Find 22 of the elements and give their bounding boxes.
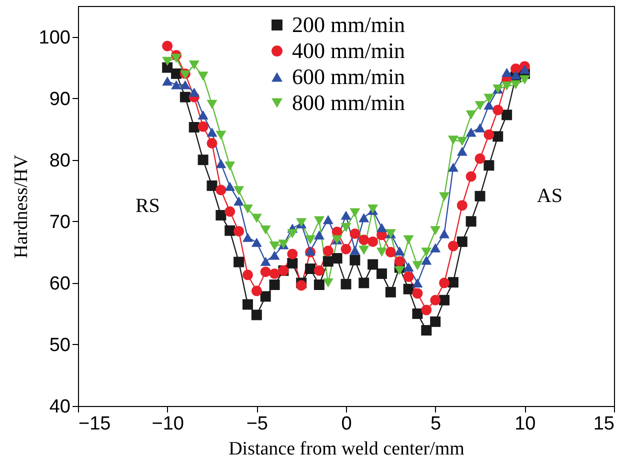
legend-label: 400 mm/min [292, 38, 406, 63]
y-tick-label: 70 [49, 212, 70, 233]
legend-label: 200 mm/min [292, 12, 406, 37]
legend-label: 600 mm/min [292, 64, 406, 89]
y-tick-label: 50 [49, 334, 70, 356]
y-tick-label: 40 [49, 396, 70, 418]
x-tick-label: 0 [341, 414, 352, 434]
legend-label: 800 mm/min [292, 90, 406, 115]
x-tick-label: 5 [430, 414, 442, 434]
x-tick-label: −10 [152, 414, 184, 434]
x-tick-label: −15 [78, 414, 111, 434]
annotation: AS [536, 185, 562, 207]
y-tick-label: 80 [49, 150, 70, 172]
x-tick-label: 10 [514, 414, 536, 434]
x-axis-title: Distance from weld center/mm [228, 438, 465, 459]
y-tick-label: 60 [49, 273, 70, 294]
y-tick-label: 90 [49, 88, 70, 110]
x-tick-label: 15 [593, 414, 614, 434]
x-tick-label: −5 [246, 414, 268, 434]
y-tick-label: 100 [38, 27, 70, 48]
annotation: RS [135, 195, 160, 217]
y-axis-title: Hardness/HV [10, 154, 32, 258]
